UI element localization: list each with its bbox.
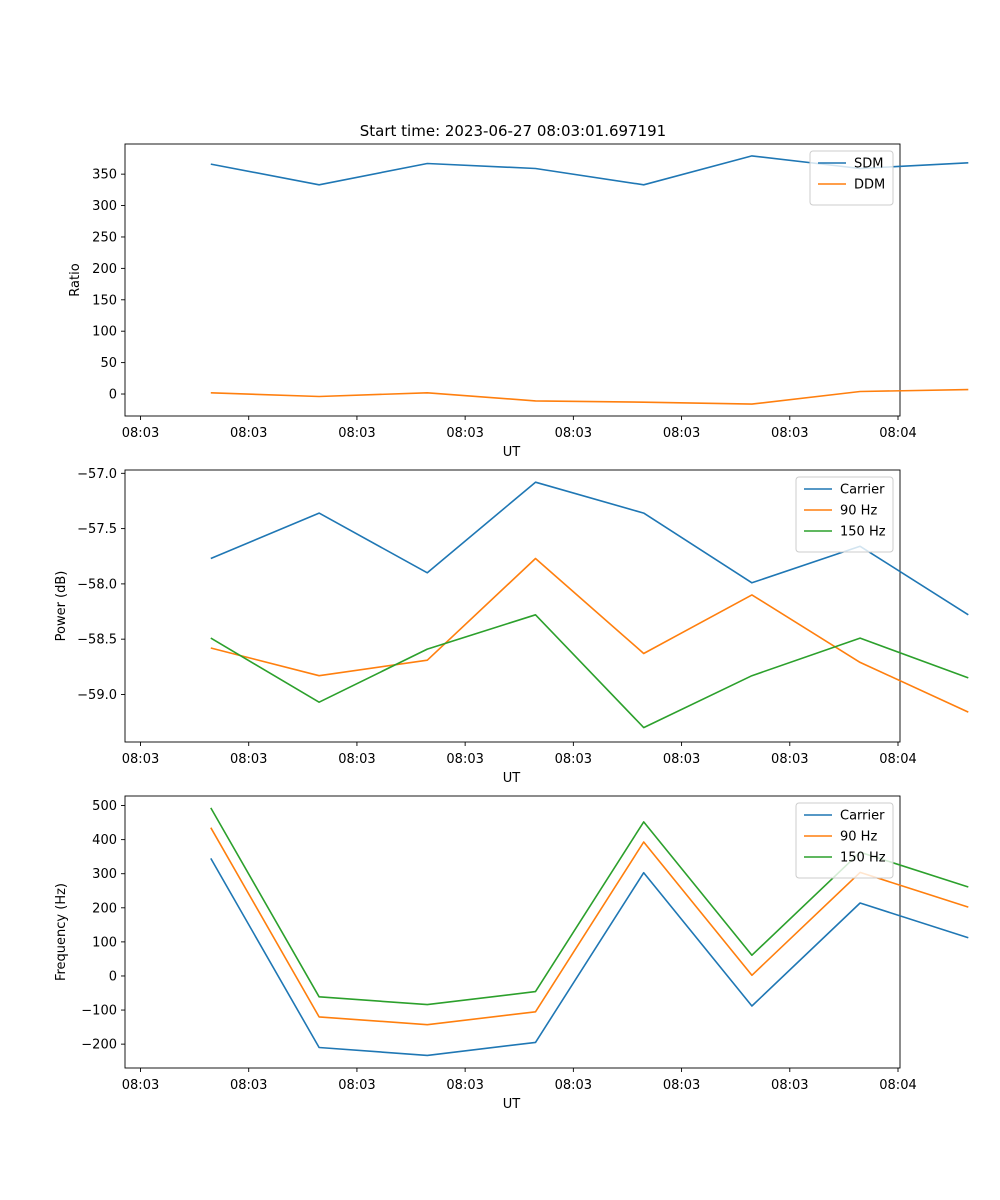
y-tick-label: 350 bbox=[92, 168, 117, 183]
y-axis-label: Power (dB) bbox=[54, 571, 69, 642]
x-tick-label: 08:03 bbox=[446, 752, 483, 767]
series-line-90-hz bbox=[210, 827, 969, 1026]
series-line-150-hz bbox=[210, 613, 969, 729]
y-tick-label: 500 bbox=[92, 799, 117, 814]
x-tick-label: 08:03 bbox=[122, 426, 159, 441]
chart-panel-2: 08:03 08:03 08:03 08:03 08:03 08:03 08:03 08:04… bbox=[54, 467, 969, 786]
legend: SDM DDM bbox=[809, 150, 894, 206]
x-tick-label: 08:04 bbox=[879, 752, 916, 767]
legend-label: 90 Hz bbox=[840, 830, 877, 845]
x-tick-label: 08:03 bbox=[230, 752, 267, 767]
y-tick-label: 0 bbox=[109, 969, 117, 984]
x-tick-label: 08:03 bbox=[555, 752, 592, 767]
x-tick-label: 08:03 bbox=[771, 752, 808, 767]
y-tick-label: 50 bbox=[100, 356, 117, 371]
y-tick-label: −57.0 bbox=[77, 467, 117, 482]
y-axis-label: Ratio bbox=[68, 263, 83, 296]
plot-frame bbox=[124, 143, 901, 417]
y-tick-label: 400 bbox=[92, 833, 117, 848]
x-tick-label: 08:03 bbox=[122, 1078, 159, 1093]
legend-label: Carrier bbox=[840, 483, 885, 498]
legend-label: 150 Hz bbox=[840, 851, 886, 866]
legend-label: SDM bbox=[854, 157, 883, 172]
y-tick-label: −58.5 bbox=[77, 633, 117, 648]
legend-box bbox=[795, 802, 894, 879]
y-tick-label: −57.5 bbox=[77, 522, 117, 537]
x-tick-label: 08:03 bbox=[338, 426, 375, 441]
y-tick-label: −58.0 bbox=[77, 577, 117, 592]
legend: Carrier 90 Hz 150 Hz bbox=[795, 802, 894, 879]
x-tick-label: 08:03 bbox=[555, 1078, 592, 1093]
y-tick-label: −59.0 bbox=[77, 688, 117, 703]
plot-frame bbox=[124, 469, 901, 743]
legend-label: 90 Hz bbox=[840, 504, 877, 519]
x-tick-label: 08:03 bbox=[446, 1078, 483, 1093]
chart-panel-3: 08:03 08:03 08:03 08:03 08:03 08:03 08:03 08:04… bbox=[54, 795, 969, 1112]
x-tick-label: 08:03 bbox=[771, 426, 808, 441]
x-tick-label: 08:03 bbox=[446, 426, 483, 441]
y-tick-label: 250 bbox=[92, 230, 117, 245]
chart-panel-1: 08:03 08:03 08:03 08:03 08:03 08:03 08:03 08:04… bbox=[68, 143, 969, 460]
plot-frame bbox=[124, 795, 901, 1069]
series-line-90-hz bbox=[210, 557, 969, 713]
legend-box bbox=[795, 476, 894, 553]
y-tick-label: 100 bbox=[92, 325, 117, 340]
legend-label: DDM bbox=[854, 178, 885, 193]
y-tick-label: 200 bbox=[92, 901, 117, 916]
x-tick-label: 08:03 bbox=[338, 1078, 375, 1093]
y-tick-label: −100 bbox=[81, 1004, 117, 1019]
y-axis-label: Frequency (Hz) bbox=[54, 883, 69, 981]
x-axis-label: UT bbox=[503, 1097, 521, 1112]
x-tick-label: 08:04 bbox=[879, 1078, 916, 1093]
y-tick-label: 300 bbox=[92, 199, 117, 214]
figure-title: Start time: 2023-06-27 08:03:01.697191 bbox=[360, 122, 666, 140]
legend-box bbox=[809, 150, 894, 206]
y-tick-label: 300 bbox=[92, 867, 117, 882]
legend: Carrier 90 Hz 150 Hz bbox=[795, 476, 894, 553]
x-tick-label: 08:03 bbox=[771, 1078, 808, 1093]
y-tick-label: 200 bbox=[92, 262, 117, 277]
x-tick-label: 08:03 bbox=[555, 426, 592, 441]
y-tick-label: 150 bbox=[92, 293, 117, 308]
x-tick-label: 08:03 bbox=[122, 752, 159, 767]
x-tick-label: 08:03 bbox=[338, 752, 375, 767]
series-line-carrier bbox=[210, 858, 969, 1057]
y-tick-label: 100 bbox=[92, 935, 117, 950]
x-tick-label: 08:03 bbox=[663, 1078, 700, 1093]
legend-label: Carrier bbox=[840, 809, 885, 824]
x-axis-label: UT bbox=[503, 771, 521, 786]
x-tick-label: 08:03 bbox=[663, 752, 700, 767]
legend-label: 150 Hz bbox=[840, 525, 886, 540]
y-tick-label: 0 bbox=[109, 388, 117, 403]
x-axis-label: UT bbox=[503, 445, 521, 460]
x-tick-label: 08:03 bbox=[663, 426, 700, 441]
x-tick-label: 08:03 bbox=[230, 1078, 267, 1093]
series-line-ddm bbox=[210, 388, 969, 405]
x-tick-label: 08:04 bbox=[879, 426, 916, 441]
x-tick-label: 08:03 bbox=[230, 426, 267, 441]
y-tick-label: −200 bbox=[81, 1038, 117, 1053]
